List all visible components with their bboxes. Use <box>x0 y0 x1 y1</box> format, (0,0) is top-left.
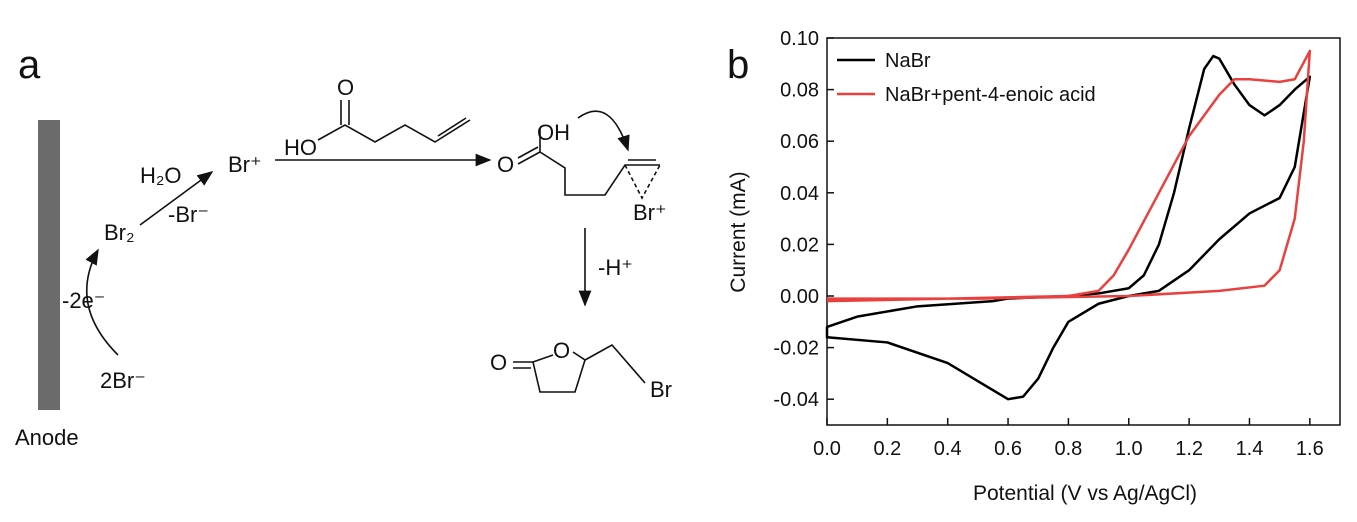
water: H₂O <box>140 163 182 188</box>
y-tick-label: 0.04 <box>780 183 819 205</box>
bond <box>624 164 661 200</box>
x-tick-label: 0.4 <box>934 438 962 460</box>
bromonium: Br⁺ <box>228 152 262 177</box>
bromide: 2Br⁻ <box>100 368 146 393</box>
bond <box>517 146 656 161</box>
atom: O <box>497 152 514 177</box>
y-tick-label: 0.00 <box>780 286 819 308</box>
atom: O <box>337 75 354 100</box>
x-tick-label: 0.6 <box>994 438 1022 460</box>
panel-label: a <box>18 43 41 87</box>
y-axis-label: Current (mA) <box>727 171 750 292</box>
x-tick-label: 1.6 <box>1296 438 1324 460</box>
bond <box>513 343 646 393</box>
arrow <box>139 171 214 226</box>
y-tick-label: 0.02 <box>780 234 819 256</box>
bromide-loss: -Br⁻ <box>168 202 209 227</box>
series-line <box>825 54 1312 401</box>
x-tick-label: 1.2 <box>1175 438 1203 460</box>
atom: O <box>490 350 507 375</box>
atom: Br <box>650 377 672 402</box>
anode <box>38 120 60 410</box>
y-tick-label: 0.06 <box>780 131 819 153</box>
y-tick-label: 0.08 <box>780 80 819 102</box>
atom: O <box>553 338 570 363</box>
atom: Br⁺ <box>633 200 667 225</box>
bond <box>317 119 471 143</box>
legend-label: NaBr <box>885 50 931 72</box>
bond <box>340 100 467 137</box>
x-tick-label: 0.2 <box>873 438 901 460</box>
x-axis-label: Potential (V vs Ag/AgCl) <box>973 482 1197 505</box>
y-tick-label: 0.10 <box>780 28 819 50</box>
y-tick-label: -0.02 <box>773 338 819 360</box>
atom: OH <box>537 120 570 145</box>
deprotonation: -H⁺ <box>598 255 633 280</box>
x-tick-label: 0.8 <box>1055 438 1083 460</box>
bond <box>517 128 660 196</box>
electrons: -2e⁻ <box>62 288 105 313</box>
bromine: Br₂ <box>104 220 135 245</box>
series-line <box>826 49 1312 303</box>
x-tick-label: 1.4 <box>1236 438 1264 460</box>
arrow <box>85 248 119 356</box>
legend-label: NaBr+pent-4-enoic acid <box>885 84 1096 106</box>
x-tick-label: 0.0 <box>813 438 841 460</box>
x-tick-label: 1.0 <box>1115 438 1143 460</box>
y-tick-label: -0.04 <box>773 389 819 411</box>
panel-label: b <box>727 43 749 87</box>
electrode-label: Anode <box>15 425 79 450</box>
atom: HO <box>284 135 317 160</box>
arrow <box>577 110 630 152</box>
plot-frame <box>826 37 1341 426</box>
